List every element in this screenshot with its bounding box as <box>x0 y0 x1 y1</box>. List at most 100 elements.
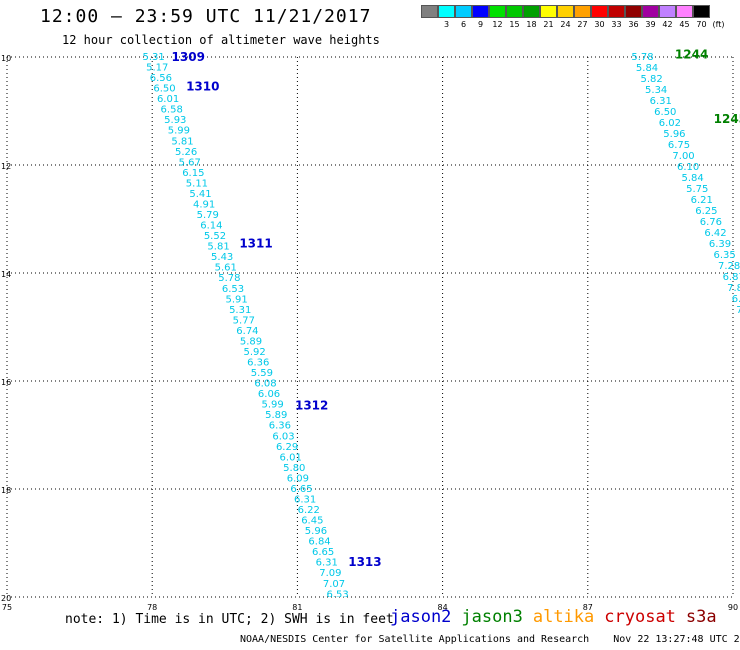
swh-value: 5.78 <box>631 52 653 63</box>
legend-swatch <box>523 5 540 18</box>
lat-tick-label: 10 <box>1 54 11 63</box>
swh-value: 5.81 <box>207 242 229 253</box>
swh-value: 6.36 <box>247 358 269 369</box>
legend-swatch <box>489 5 506 18</box>
pass-label: 1312 <box>295 398 328 412</box>
swh-value: 6.35 <box>713 250 735 261</box>
swh-value: 5.84 <box>636 63 658 74</box>
swh-value: 6.15 <box>182 168 204 179</box>
swh-value: 6.58 <box>161 105 183 116</box>
swh-value: 6.31 <box>316 558 338 569</box>
swh-value: 6.87 <box>723 272 740 283</box>
lat-tick-label: 20 <box>1 594 11 603</box>
legend-swatch <box>642 5 659 18</box>
swh-value: 6.29 <box>276 442 298 453</box>
legend-swatch <box>557 5 574 18</box>
legend-label: 33 <box>611 20 622 29</box>
swh-value: 5.84 <box>682 173 704 184</box>
legend-swatch <box>540 5 557 18</box>
swh-value: 5.96 <box>305 526 327 537</box>
legend-label: 21 <box>543 20 554 29</box>
page-subtitle: 12 hour collection of altimeter wave hei… <box>62 33 380 47</box>
swh-value: 4.91 <box>193 199 215 210</box>
swh-value: 5.77 <box>233 315 255 326</box>
swh-value: 5.41 <box>189 189 211 200</box>
legend-swatch <box>438 5 455 18</box>
swh-value: 5.89 <box>240 336 262 347</box>
legend-label: 3 <box>443 20 450 29</box>
swh-value: 5.43 <box>211 252 233 263</box>
legend-swatch <box>659 5 676 18</box>
pass-label: 1313 <box>348 555 381 569</box>
lon-tick-label: 78 <box>147 603 157 612</box>
lat-tick-label: 14 <box>1 270 11 279</box>
satellite-label-altika: altika <box>532 607 595 627</box>
page-title: 12:00 – 23:59 UTC 11/21/2017 <box>40 6 372 27</box>
lon-tick-label: 75 <box>2 603 12 612</box>
swh-value: 5.11 <box>186 178 208 189</box>
legend-cell: 24 <box>557 5 574 29</box>
legend-swatch <box>625 5 642 18</box>
legend-swatch <box>421 5 438 18</box>
legend-swatch <box>506 5 523 18</box>
swh-value: 5.78 <box>218 273 240 284</box>
lat-tick-label: 12 <box>1 162 11 171</box>
lon-tick-label: 90 <box>728 603 738 612</box>
footer-credit: NOAA/NESDIS Center for Satellite Applica… <box>240 634 590 645</box>
swh-value: 7.28 <box>718 261 740 272</box>
pass-label: 1244 <box>675 47 708 61</box>
satellite-label-jason2: jason2 <box>390 607 452 627</box>
legend-label: 24 <box>560 20 571 29</box>
swh-value: 7.09 <box>319 568 341 579</box>
satellite-label-s3a: s3a <box>685 607 717 627</box>
color-legend: 3 6 9 12 15 18 21 24 27 30 33 36 39 42 45 70 (ft) <box>421 5 727 29</box>
swh-value: 6.65 <box>312 547 334 558</box>
swh-value: 6.31 <box>650 96 672 107</box>
legend-cell: 3 <box>438 5 455 29</box>
swh-value: 6.65 <box>290 484 312 495</box>
legend-cell: 15 <box>506 5 523 29</box>
swh-value: 5.31 <box>143 52 165 63</box>
legend-cell: 30 <box>591 5 608 29</box>
swh-value: 5.75 <box>686 184 708 195</box>
swh-value: 5.81 <box>171 136 193 147</box>
swh-value: 6.06 <box>258 389 280 400</box>
legend-label: 45 <box>679 20 690 29</box>
swh-value: 5.67 <box>179 157 201 168</box>
legend-swatch <box>591 5 608 18</box>
swh-value: 6.25 <box>695 206 717 217</box>
swh-value: 5.93 <box>164 115 186 126</box>
swh-value: 7.00 <box>672 151 694 162</box>
swh-value: 6.74 <box>236 326 258 337</box>
swh-value: 6.10 <box>677 162 699 173</box>
legend-label: 39 <box>645 20 656 29</box>
swh-value: 5.99 <box>262 400 284 411</box>
legend-cell: 18 <box>523 5 540 29</box>
swh-value: 6.01 <box>157 94 179 105</box>
legend-label: 30 <box>594 20 605 29</box>
legend-cell <box>421 5 438 29</box>
swh-value: 6.53 <box>222 284 244 295</box>
swh-value: 5.89 <box>265 410 287 421</box>
legend-cell: 21 <box>540 5 557 29</box>
legend-cell: 70 <box>693 5 710 29</box>
legend-cell: 42 <box>659 5 676 29</box>
swh-value: 6.22 <box>298 505 320 516</box>
legend-cell: 33 <box>608 5 625 29</box>
legend-cell: 27 <box>574 5 591 29</box>
legend-label: 9 <box>477 20 484 29</box>
legend-swatch <box>608 5 625 18</box>
legend-cell: 39 <box>642 5 659 29</box>
swh-value: 5.92 <box>243 347 265 358</box>
legend-label: 42 <box>662 20 673 29</box>
lon-tick-label: 81 <box>292 603 302 612</box>
legend-label: 36 <box>628 20 639 29</box>
legend-label: 15 <box>509 20 520 29</box>
legend-cell: 12 <box>489 5 506 29</box>
lon-tick-label: 87 <box>583 603 593 612</box>
swh-value: 6.56 <box>150 73 172 84</box>
legend-cell: 9 <box>472 5 489 29</box>
swh-value: 5.79 <box>197 210 219 221</box>
satellite-label-jason3: jason3 <box>461 607 523 627</box>
